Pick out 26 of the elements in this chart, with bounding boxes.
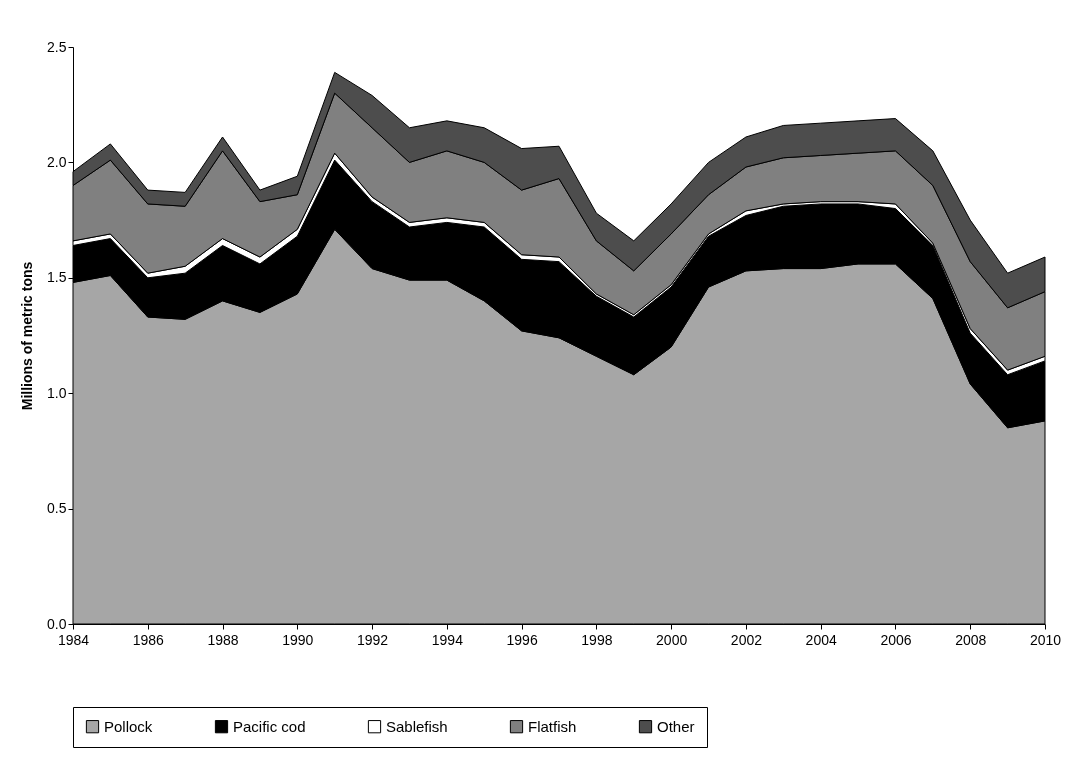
x-tick-label: 1994 xyxy=(431,631,464,648)
x-tick-label: 1992 xyxy=(357,631,389,648)
y-tick-label: 1.0 xyxy=(47,384,67,401)
x-tick-label: 2004 xyxy=(805,631,837,648)
legend-label: Pacific cod xyxy=(233,717,306,735)
y-axis-title: Millions of metric tons xyxy=(19,261,36,411)
legend-label: Sablefish xyxy=(386,717,448,735)
x-tick-label: 2000 xyxy=(656,631,688,648)
x-tick-label: 1998 xyxy=(581,631,613,648)
x-tick-label: 2008 xyxy=(955,631,987,648)
legend-label: Flatfish xyxy=(528,717,577,735)
y-tick-label: 0.0 xyxy=(47,615,67,632)
x-tick-label: 1996 xyxy=(506,631,538,648)
y-tick-label: 0.5 xyxy=(47,500,67,517)
legend-label: Other xyxy=(657,717,695,735)
legend-label: Pollock xyxy=(104,717,153,735)
x-tick-label: 2010 xyxy=(1029,631,1062,648)
y-tick-label: 1.5 xyxy=(47,269,67,286)
x-tick-label: 1990 xyxy=(282,631,314,648)
x-tick-label: 1988 xyxy=(207,631,239,648)
y-tick-label: 2.0 xyxy=(47,153,67,170)
x-tick-label: 2006 xyxy=(880,631,912,648)
x-tick-label: 2002 xyxy=(730,631,763,648)
y-tick-label: 2.5 xyxy=(47,38,67,55)
x-tick-label: 1984 xyxy=(57,631,90,648)
x-tick-label: 1986 xyxy=(132,631,165,648)
